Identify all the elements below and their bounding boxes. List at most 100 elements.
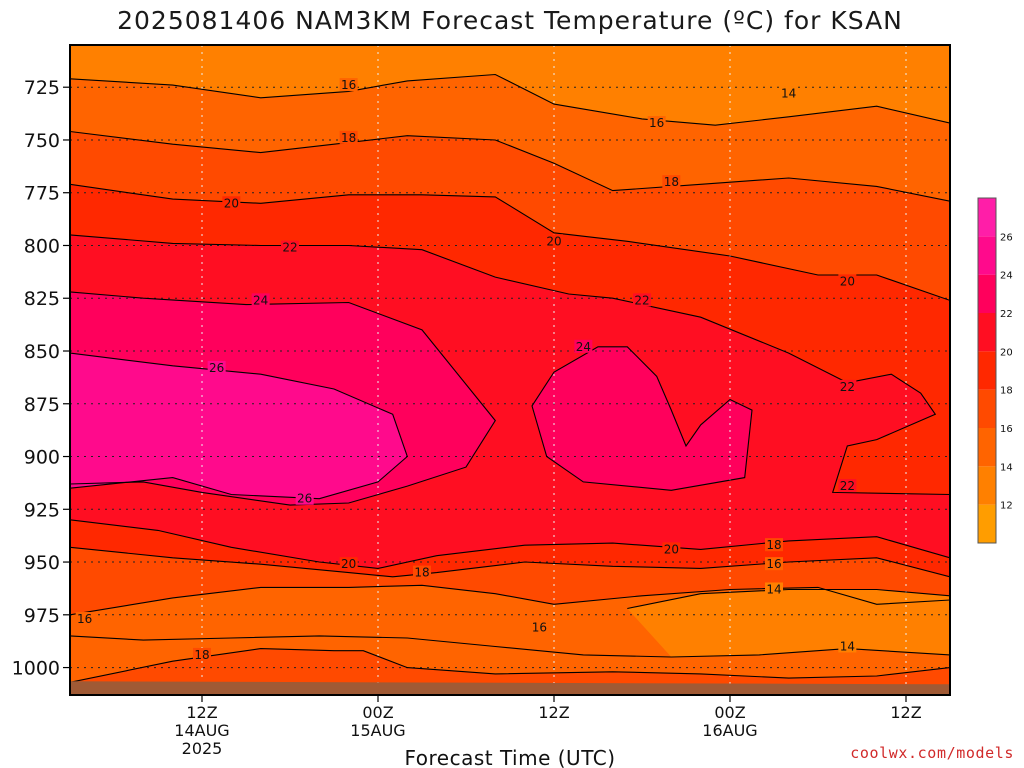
- contour-label: 16: [341, 78, 356, 92]
- y-axis: 725 750 775 800 825 850 875 900 925 950 975 1000: [12, 77, 70, 680]
- contour-label: 20: [664, 542, 679, 556]
- contour-label-bg: [662, 175, 681, 189]
- contour-label-bg: [339, 78, 358, 92]
- contour-line-16: [70, 584, 950, 616]
- contour-label-bg: [574, 339, 593, 353]
- temperature-fills: [70, 45, 950, 695]
- contour-line-18: [70, 546, 950, 578]
- contour-line-20: [70, 183, 950, 301]
- y-tick-label: 775: [24, 183, 60, 205]
- contour-label-bg: [765, 538, 783, 552]
- contour-label-bg: [207, 360, 226, 374]
- contour-label: 22: [634, 293, 649, 307]
- contour-label-bg: [765, 557, 783, 571]
- contour-labels: 16 14 16 18 18 20 20 22 20 24 22 26 24 22 22 26 20 18 20 18…: [75, 78, 857, 662]
- x-tick-label: 16AUG: [702, 721, 757, 740]
- contour-label-bg: [647, 116, 666, 130]
- contour-label: 16: [649, 116, 664, 130]
- contour-label: 20: [341, 557, 356, 571]
- contour-label: 24: [576, 340, 591, 354]
- contour-line-26: [70, 352, 408, 500]
- contour-label-bg: [765, 582, 783, 596]
- x-tick-label: 14AUG: [174, 721, 229, 740]
- contour-label: 22: [282, 241, 297, 255]
- temperature-band: [70, 45, 950, 126]
- y-tick-label: 950: [24, 552, 60, 574]
- x-tick-label: 2025: [182, 739, 223, 758]
- contour-label: 20: [546, 234, 561, 248]
- colorbar-label: 20: [1000, 347, 1013, 358]
- contour-label: 14: [766, 582, 781, 596]
- x-tick-label: 12Z: [538, 703, 569, 722]
- contour-label: 18: [664, 175, 679, 189]
- contour-label: 14: [781, 87, 796, 101]
- contour-line-14: [627, 588, 950, 610]
- x-tick-label: 00Z: [362, 703, 393, 722]
- contour-line-24: [531, 346, 753, 491]
- contour-line-14: [70, 635, 950, 658]
- y-tick-label: 750: [24, 130, 60, 152]
- x-tick-label: 15AUG: [350, 721, 405, 740]
- colorbar-label: 14: [1000, 462, 1013, 473]
- colorbar-swatch: [978, 428, 996, 467]
- contour-label: 14: [840, 639, 855, 653]
- x-tick-label: 12Z: [186, 703, 217, 722]
- contour-label: 16: [77, 612, 92, 626]
- contour-label: 26: [297, 492, 312, 506]
- contour-label-bg: [193, 647, 211, 661]
- x-axis-label: Forecast Time (UTC): [404, 746, 615, 768]
- colorbar-swatch: [978, 274, 996, 313]
- plot-area: 16 14 16 18 18 20 20 22 20 24 22 26 24 22 22 26 20 18 20 18…: [70, 45, 950, 695]
- contour-label: 16: [532, 620, 547, 634]
- colorbar-label: 12: [1000, 501, 1013, 512]
- contour-label-bg: [838, 379, 857, 393]
- y-tick-label: 925: [24, 499, 60, 521]
- contour-line-16: [70, 648, 950, 683]
- contour-label: 24: [253, 293, 268, 307]
- colorbar-swatch: [978, 466, 996, 505]
- colorbar-frame: [977, 197, 997, 544]
- contour-label: 18: [194, 648, 209, 662]
- colorbar-label: 22: [1000, 309, 1013, 320]
- y-tick-label: 850: [24, 341, 60, 363]
- contour-label-bg: [838, 274, 857, 288]
- contour-label-bg: [838, 639, 857, 653]
- contour-label: 18: [766, 538, 781, 552]
- y-tick-label: 725: [24, 77, 60, 99]
- contour-label: 26: [209, 361, 224, 375]
- contour-label-bg: [530, 620, 549, 634]
- contour-label-bg: [662, 542, 681, 556]
- contour-label-bg: [633, 293, 651, 307]
- colorbar-swatch: [978, 236, 996, 275]
- surface-terrain: [70, 681, 950, 695]
- y-tick-label: 900: [24, 447, 60, 469]
- y-tick-label: 875: [24, 394, 60, 416]
- contour-label-bg: [339, 130, 358, 144]
- contour-label: 22: [840, 380, 855, 394]
- colorbar-label: 16: [1000, 424, 1013, 435]
- contour-label-bg: [838, 479, 857, 493]
- contour-label: 20: [224, 196, 239, 210]
- contour-label-bg: [295, 491, 314, 505]
- contour-label: 22: [840, 479, 855, 493]
- contour-lines: [70, 73, 950, 683]
- plot-frame: [69, 44, 951, 696]
- colorbar-swatch: [978, 313, 996, 352]
- colorbar: 12 14 16 18 20 22 24 26: [977, 197, 1013, 544]
- y-tick-label: 800: [24, 235, 60, 257]
- contour-label: 18: [414, 566, 429, 580]
- colorbar-label: 18: [1000, 386, 1013, 397]
- contour-line-20: [70, 519, 950, 569]
- temperature-band: [532, 346, 752, 491]
- colorbar-swatch: [978, 504, 996, 543]
- contour-label-bg: [281, 240, 299, 254]
- contour-line-18: [70, 130, 950, 202]
- credit-text: coolwx.com/models: [850, 744, 1014, 762]
- temperature-band: [70, 353, 408, 499]
- colorbar-swatch: [978, 389, 996, 428]
- y-tick-label: 975: [24, 605, 60, 627]
- contour-line-16: [70, 73, 950, 126]
- contour-label-bg: [251, 293, 270, 307]
